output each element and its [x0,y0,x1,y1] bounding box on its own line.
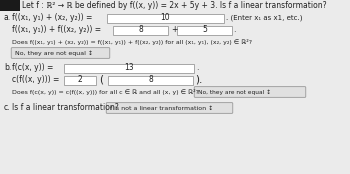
Text: f((x₁, y₁)) + f((x₂, y₂)) =: f((x₁, y₁)) + f((x₂, y₂)) = [12,26,101,34]
Text: f(c(x, y)) =: f(c(x, y)) = [12,64,53,73]
Text: No, they are not equal ↕: No, they are not equal ↕ [15,50,93,56]
Text: (: ( [99,75,103,85]
Text: c.: c. [4,104,10,113]
Bar [0,0,20,11]
FancyBboxPatch shape [107,14,224,22]
Text: Does f(c(x, y)) = c(f((x, y))) for all c ∈ ℝ and all (x, y) ∈ ℝ²?: Does f(c(x, y)) = c(f((x, y))) for all c… [12,89,199,95]
FancyBboxPatch shape [11,48,110,58]
FancyBboxPatch shape [194,87,306,97]
FancyBboxPatch shape [106,103,233,113]
Text: 5: 5 [202,26,207,34]
Text: 13: 13 [124,64,134,73]
Text: c(f((x, y))) =: c(f((x, y))) = [12,76,60,85]
FancyBboxPatch shape [64,76,96,85]
Text: . (Enter x₁ as x1, etc.): . (Enter x₁ as x1, etc.) [226,15,302,21]
FancyBboxPatch shape [177,26,232,34]
Text: ).: ). [195,75,202,85]
Text: 10: 10 [161,14,170,22]
Text: +: + [171,26,177,34]
Text: Let f : ℝ² → ℝ be defined by f((x, y)) = 2x + 5y + 3. Is f a linear transformati: Let f : ℝ² → ℝ be defined by f((x, y)) =… [22,1,327,10]
Text: .: . [233,26,235,34]
Text: 8: 8 [148,76,153,85]
Text: f is not a linear transformation ↕: f is not a linear transformation ↕ [110,105,214,110]
Text: 2: 2 [78,76,82,85]
Text: b.: b. [4,64,11,73]
FancyBboxPatch shape [113,26,168,34]
Text: f((x₁, y₁) + (x₂, y₂)) =: f((x₁, y₁) + (x₂, y₂)) = [12,14,92,22]
Text: Is f a linear transformation?: Is f a linear transformation? [12,104,119,113]
Text: No, they are not equal ↕: No, they are not equal ↕ [198,89,271,95]
FancyBboxPatch shape [108,76,193,85]
Text: 8: 8 [138,26,143,34]
FancyBboxPatch shape [64,64,194,73]
Text: .: . [196,64,198,73]
Text: a.: a. [4,14,11,22]
Text: Does f((x₁, y₁) + (x₂, y₂)) = f((x₁, y₁)) + f((x₂, y₂)) for all (x₁, y₁), (x₂, y: Does f((x₁, y₁) + (x₂, y₂)) = f((x₁, y₁)… [12,39,252,45]
